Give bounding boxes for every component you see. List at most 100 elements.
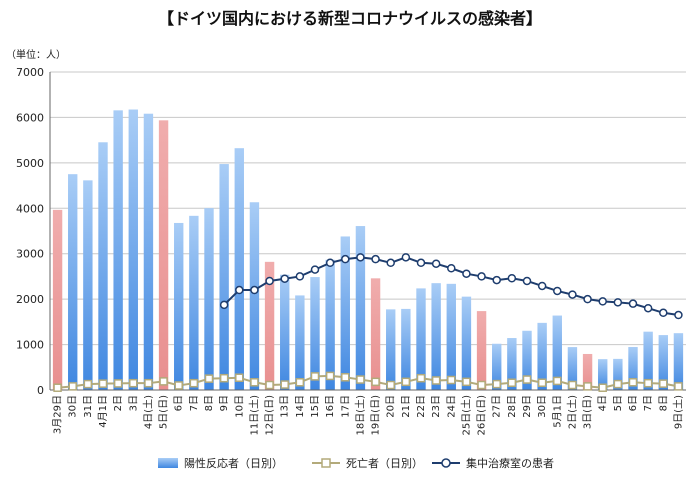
icu-point bbox=[295, 272, 305, 281]
x-tick-label: 22日 bbox=[416, 395, 427, 418]
x-tick-label: 23日 bbox=[431, 395, 442, 418]
icu-point bbox=[356, 253, 365, 262]
deaths-point bbox=[371, 377, 380, 387]
bar bbox=[522, 330, 532, 390]
deaths-point bbox=[83, 379, 93, 389]
bar bbox=[355, 226, 366, 390]
legend-swatch-positive bbox=[158, 458, 178, 468]
x-tick-label: 29日 bbox=[522, 395, 533, 418]
x-tick-label: 10日 bbox=[234, 395, 245, 418]
bar bbox=[658, 335, 668, 390]
icu-point bbox=[447, 264, 456, 273]
icu-point bbox=[431, 259, 441, 268]
bar bbox=[143, 113, 154, 390]
unit-label: （単位：人） bbox=[6, 48, 66, 61]
bar bbox=[507, 338, 517, 390]
y-tick-label: 0 bbox=[37, 384, 44, 397]
deaths-point bbox=[659, 379, 668, 388]
bar bbox=[113, 110, 123, 391]
x-tick-label: 28日 bbox=[507, 395, 518, 418]
bar bbox=[68, 174, 78, 390]
deaths-point bbox=[159, 377, 168, 386]
bar-sunday bbox=[264, 261, 275, 390]
x-tick-label: 5日 bbox=[613, 395, 624, 411]
icu-point bbox=[219, 300, 229, 310]
bar bbox=[537, 322, 547, 390]
icu-point bbox=[553, 286, 562, 296]
bar bbox=[310, 277, 320, 390]
x-tick-label: 7日 bbox=[643, 395, 654, 411]
deaths-point bbox=[68, 382, 77, 391]
deaths-point bbox=[462, 377, 471, 387]
deaths-point bbox=[341, 373, 350, 382]
deaths-point bbox=[401, 377, 411, 387]
y-tick-label: 1000 bbox=[16, 339, 44, 352]
bar bbox=[295, 295, 305, 390]
bar-sunday bbox=[158, 120, 169, 390]
x-tick-label: 5月1日 bbox=[551, 395, 563, 428]
icu-point bbox=[537, 281, 547, 291]
x-tick-label: 18日(土) bbox=[353, 395, 366, 436]
bar bbox=[98, 142, 108, 390]
x-tick-label: 17日 bbox=[340, 395, 351, 418]
legend-item-icu: 集中治療室の患者 bbox=[432, 456, 554, 470]
deaths-point bbox=[98, 379, 108, 388]
bar bbox=[83, 180, 93, 390]
legend-label-positive: 陽性反応者（日別） bbox=[184, 456, 283, 470]
deaths-point bbox=[204, 374, 214, 383]
bar bbox=[446, 283, 456, 390]
legend-label-deaths: 死亡者（日別） bbox=[346, 456, 423, 470]
deaths-point bbox=[568, 380, 577, 390]
icu-point bbox=[628, 299, 638, 308]
bar bbox=[174, 222, 184, 390]
deaths-point bbox=[416, 373, 426, 383]
x-tick-label: 8日 bbox=[204, 395, 215, 411]
deaths-series bbox=[53, 371, 683, 392]
x-tick-label: 16日 bbox=[325, 395, 336, 418]
y-tick-label: 5000 bbox=[16, 157, 44, 170]
x-axis-ticks: 3月29日 30日 31日 4月1日 2日 3日 4日(土) 5日(日) 6日 7日 8日 9日 10日… bbox=[52, 395, 685, 436]
x-tick-label: 30日 bbox=[537, 395, 548, 418]
deaths-point bbox=[386, 380, 395, 390]
x-tick-label: 6日 bbox=[628, 395, 639, 411]
deaths-point bbox=[280, 380, 289, 389]
icu-point bbox=[386, 258, 395, 268]
icu-point bbox=[265, 276, 274, 286]
y-tick-label: 7000 bbox=[16, 66, 44, 79]
bar bbox=[643, 331, 653, 390]
bar bbox=[234, 148, 244, 390]
x-tick-label: 27日 bbox=[492, 395, 503, 418]
bar bbox=[628, 346, 638, 390]
chart-title: 【ドイツ国内における新型コロナウイルスの感染者】 bbox=[158, 9, 542, 28]
icu-point bbox=[310, 265, 320, 274]
bar bbox=[401, 308, 411, 390]
legend-marker-deaths bbox=[321, 458, 331, 468]
deaths-point bbox=[174, 381, 183, 390]
x-tick-label: 3日(日) bbox=[583, 395, 594, 429]
icu-point bbox=[325, 258, 335, 268]
deaths-point bbox=[129, 378, 138, 388]
bar bbox=[249, 202, 260, 390]
deaths-point bbox=[265, 380, 274, 390]
bar bbox=[613, 358, 623, 390]
icu-point bbox=[583, 294, 592, 304]
deaths-point bbox=[674, 382, 683, 391]
icu-point bbox=[598, 297, 607, 306]
icu-point bbox=[659, 308, 668, 318]
y-tick-label: 6000 bbox=[16, 111, 44, 124]
deaths-point bbox=[295, 378, 305, 387]
x-tick-label: 21日 bbox=[401, 395, 412, 418]
bar bbox=[325, 259, 335, 390]
x-tick-label: 20日 bbox=[386, 395, 397, 418]
x-tick-label: 4日 bbox=[598, 395, 609, 411]
bar-sunday bbox=[476, 311, 487, 390]
bar bbox=[598, 359, 608, 390]
bar bbox=[416, 288, 426, 390]
x-tick-label: 14日 bbox=[295, 395, 306, 418]
deaths-point bbox=[628, 378, 638, 387]
x-tick-label: 13日 bbox=[280, 395, 291, 418]
x-tick-label: 15日 bbox=[310, 395, 321, 418]
bar bbox=[128, 109, 138, 391]
icu-point bbox=[341, 254, 350, 264]
